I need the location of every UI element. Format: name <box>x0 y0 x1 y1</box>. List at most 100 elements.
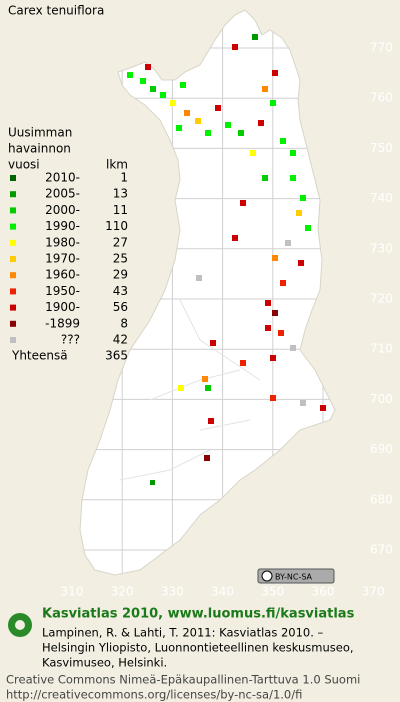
observation <box>225 122 231 128</box>
site-link[interactable]: Kasviatlas 2010, www.luomus.fi/kasviatla… <box>42 607 355 622</box>
legend-count: 43 <box>113 284 128 298</box>
legend-count: 29 <box>113 268 128 282</box>
observation <box>252 34 258 40</box>
observation <box>160 92 166 98</box>
x-grid-label: 320 <box>111 585 134 599</box>
legend-swatch <box>10 272 16 279</box>
observation <box>176 125 182 131</box>
legend-count: 13 <box>113 187 128 201</box>
legend-label: 2005- <box>45 187 80 201</box>
legend-count: 8 <box>120 316 128 330</box>
country-shape <box>79 9 336 576</box>
y-grid-label: 670 <box>370 543 393 557</box>
observation <box>202 376 208 382</box>
observation <box>184 110 190 116</box>
observation <box>232 44 238 50</box>
observation <box>298 260 304 266</box>
observation <box>196 275 202 281</box>
y-grid-label: 740 <box>370 191 393 205</box>
observation <box>258 120 264 126</box>
y-grid-label: 750 <box>370 141 393 155</box>
license-url[interactable]: http://creativecommons.org/licenses/by-n… <box>6 688 302 702</box>
y-grid-label: 770 <box>370 41 393 55</box>
badge-box <box>257 568 335 584</box>
x-grid-label: 330 <box>161 585 184 599</box>
observation <box>300 195 306 201</box>
legend-count: 25 <box>113 252 128 266</box>
observation <box>280 138 286 144</box>
observation <box>145 64 151 70</box>
observation <box>265 300 271 306</box>
observation <box>250 150 256 156</box>
observation <box>150 86 156 92</box>
observation <box>290 345 296 351</box>
observation <box>280 280 286 286</box>
legend-swatch <box>10 304 16 311</box>
observation <box>270 100 276 106</box>
observation <box>270 355 276 361</box>
legend-heading: vuosi <box>8 158 40 172</box>
legend-swatch <box>10 207 16 214</box>
y-grid-label: 720 <box>370 292 393 306</box>
legend-label: -1899 <box>45 316 80 330</box>
observation <box>270 395 276 401</box>
legend-swatch <box>10 337 16 343</box>
y-grid-label: 690 <box>370 442 393 456</box>
observation <box>296 210 302 216</box>
cc-badge: BY-NC-SA <box>257 568 335 584</box>
legend-count-heading: lkm <box>106 158 128 172</box>
observation <box>300 400 306 406</box>
observation <box>262 175 268 181</box>
title: Carex tenuiflora <box>8 4 104 18</box>
y-grid-label: 700 <box>370 392 393 406</box>
observation <box>265 325 271 331</box>
legend-label: 1970- <box>45 252 80 266</box>
observation <box>305 225 311 231</box>
legend-swatch <box>10 239 16 246</box>
region-borders <box>119 299 261 481</box>
observation <box>240 360 246 366</box>
legend-label: 2000- <box>45 203 80 217</box>
observation <box>272 310 278 316</box>
legend-swatch <box>10 223 16 230</box>
legend-count: 56 <box>113 300 128 314</box>
observation <box>195 118 201 124</box>
legend-label: 1950- <box>45 284 80 298</box>
observation <box>272 70 278 76</box>
legend-count: 42 <box>113 333 128 347</box>
x-grid-label: 310 <box>61 585 84 599</box>
observation <box>290 150 296 156</box>
badge-icon <box>261 570 273 582</box>
y-grid-label: 680 <box>370 492 393 506</box>
license: Creative Commons Nimeä-Epäkaupallinen-Ta… <box>6 673 360 687</box>
badge-text: BY-NC-SA <box>275 573 313 582</box>
citation: Helsingin Yliopisto, Luonnontieteellinen… <box>42 641 354 655</box>
logo <box>8 613 32 637</box>
observation <box>240 200 246 206</box>
observation <box>150 480 155 485</box>
y-grid-label: 710 <box>370 342 393 356</box>
observation <box>278 330 284 336</box>
observation <box>204 455 210 461</box>
observation <box>232 235 238 241</box>
legend-count: 110 <box>105 219 128 233</box>
legend-count: 27 <box>113 235 128 249</box>
legend-count: 11 <box>113 203 128 217</box>
legend-heading: Uusimman <box>8 126 72 140</box>
legend-total-count: 365 <box>105 349 128 363</box>
observation <box>205 385 211 391</box>
observation <box>127 72 133 78</box>
legend-label: 1990- <box>45 219 80 233</box>
legend-label: 1960- <box>45 268 80 282</box>
observation <box>285 240 291 246</box>
logo-center <box>15 620 25 630</box>
observation <box>290 175 296 181</box>
legend-label: 2010- <box>45 171 80 185</box>
x-grid-label: 350 <box>261 585 284 599</box>
legend-swatch <box>10 320 16 327</box>
legend-label: 1980- <box>45 235 80 249</box>
x-grid-label: 340 <box>211 585 234 599</box>
x-grid-label: 360 <box>312 585 335 599</box>
observation <box>208 418 214 424</box>
